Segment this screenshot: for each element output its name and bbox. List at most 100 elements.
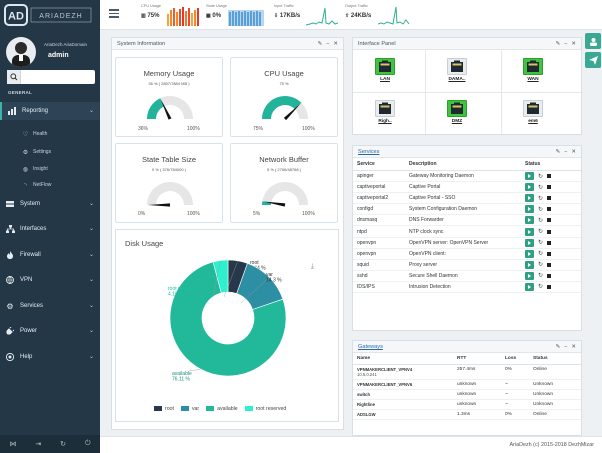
stop-icon[interactable] — [547, 196, 552, 201]
avatar[interactable] — [6, 37, 36, 67]
restart-icon[interactable]: ↻ — [538, 173, 544, 180]
sidebar-subitem-health[interactable]: ♡ Health — [0, 127, 100, 141]
sidebar-item-reporting[interactable]: Reporting ⌄ — [0, 102, 100, 120]
legend-item[interactable]: var — [180, 406, 199, 412]
sidebar-item-label: Interfaces — [20, 226, 47, 232]
stop-icon[interactable] — [547, 229, 552, 234]
interface-name[interactable]: DAMA.. — [448, 77, 466, 82]
stop-icon[interactable] — [547, 207, 552, 212]
edit-icon[interactable]: ✎ — [555, 40, 561, 47]
interface-port[interactable]: DAMA.. — [437, 58, 477, 82]
cpu-usage-widget[interactable]: CPU Usage ▥ 75% — [141, 4, 201, 26]
interface-name[interactable]: em6 — [528, 119, 538, 124]
minimize-icon[interactable]: − — [564, 343, 568, 350]
copyright-text: AriaDezh (c) 2015-2018 DezhMizar — [509, 442, 595, 448]
minimize-icon[interactable]: − — [564, 40, 568, 47]
restart-icon[interactable]: ↻ — [538, 251, 544, 258]
sidebar-subitem-insight[interactable]: ◍ Insight — [0, 162, 100, 176]
play-icon[interactable] — [525, 216, 534, 225]
sidebar-item-help[interactable]: Help ⌄ — [0, 348, 100, 366]
play-icon[interactable] — [525, 260, 534, 269]
panel-title[interactable]: Services — [358, 149, 380, 155]
output-traffic-widget[interactable]: Output Traffic ⇧ 24KB/s — [345, 4, 411, 26]
stop-icon[interactable] — [547, 273, 552, 278]
interface-name[interactable]: Righ.. — [378, 119, 392, 124]
restart-icon[interactable]: ↻ — [538, 262, 544, 269]
close-icon[interactable]: ✕ — [571, 40, 576, 47]
interface-name[interactable]: WAN — [527, 77, 539, 82]
legend-item[interactable]: root reserved — [244, 406, 286, 412]
download-icon[interactable]: ⤓ — [310, 263, 314, 270]
slice-leader-line — [240, 277, 270, 304]
menu-toggle-icon[interactable] — [109, 9, 119, 18]
sidebar-subitem-settings[interactable]: ⚙ Settings — [0, 145, 100, 159]
play-icon[interactable] — [525, 282, 534, 291]
gateway-status: Online — [529, 409, 581, 420]
stop-icon[interactable] — [547, 174, 552, 179]
panel-header: Gateways ✎ − ✕ — [353, 341, 581, 353]
play-icon[interactable] — [525, 238, 534, 247]
close-icon[interactable]: ✕ — [571, 148, 576, 155]
stop-icon[interactable] — [547, 251, 552, 256]
share-icon[interactable]: ⋈ — [9, 441, 17, 448]
stop-icon[interactable] — [547, 185, 552, 190]
minimize-icon[interactable]: − — [564, 148, 568, 155]
restart-icon[interactable]: ↻ — [538, 184, 544, 191]
interface-port[interactable]: DMZ — [437, 100, 477, 124]
edit-icon[interactable]: ✎ — [555, 148, 561, 155]
input-traffic-widget[interactable]: Input Traffic ⇩ 17KB/s — [274, 4, 338, 26]
power-icon[interactable]: ⏻ — [84, 440, 91, 447]
play-icon[interactable] — [525, 183, 534, 192]
restart-icon[interactable]: ↻ — [538, 273, 544, 280]
sidebar-item-system[interactable]: System ⌄ — [0, 195, 100, 213]
table-row: IDS/IPS Intrusion Detection ↻ — [353, 281, 581, 294]
restart-icon[interactable]: ↻ — [538, 217, 544, 224]
minimize-icon[interactable]: − — [326, 40, 330, 47]
restart-icon[interactable]: ↻ — [538, 240, 544, 247]
interface-port[interactable]: WAN — [513, 58, 553, 82]
state-usage-widget[interactable]: State Usage ▦ 0% — [206, 4, 266, 26]
gauge-needle — [160, 99, 172, 120]
logo-word: ARIADEZH — [39, 13, 82, 20]
legend-item[interactable]: root — [154, 406, 174, 412]
search-icon[interactable] — [7, 70, 21, 84]
restart-icon[interactable]: ↻ — [538, 195, 544, 202]
restart-icon[interactable]: ↻ — [538, 284, 544, 291]
refresh-icon[interactable]: ↻ — [60, 441, 67, 448]
interface-port[interactable]: em6 — [513, 100, 553, 124]
sidebar-item-services[interactable]: ⚙ Services ⌄ — [0, 297, 100, 315]
interface-port[interactable]: Righ.. — [365, 100, 405, 124]
interface-port[interactable]: LAN — [365, 58, 405, 82]
stop-icon[interactable] — [547, 262, 552, 267]
send-icon[interactable] — [585, 52, 601, 68]
sidebar-item-firewall[interactable]: Firewall ⌄ — [0, 246, 100, 264]
brand-logo[interactable]: AD ARIADEZH — [4, 4, 96, 26]
edit-icon[interactable]: ✎ — [317, 40, 323, 47]
sidebar-subitem-netflow[interactable]: ◝ NetFlow — [0, 178, 100, 192]
gateway-name-cell: switch — [353, 389, 453, 400]
edit-icon[interactable]: ✎ — [555, 343, 561, 350]
play-icon[interactable] — [525, 194, 534, 203]
restart-icon[interactable]: ↻ — [538, 229, 544, 236]
stop-icon[interactable] — [547, 218, 552, 223]
interface-name[interactable]: DMZ — [451, 119, 463, 124]
play-icon[interactable] — [525, 271, 534, 280]
play-icon[interactable] — [525, 227, 534, 236]
play-icon[interactable] — [525, 205, 534, 214]
play-icon[interactable] — [525, 249, 534, 258]
panel-title[interactable]: Gateways — [358, 344, 383, 350]
sidebar-item-vpn[interactable]: VPN ⌄ — [0, 271, 100, 289]
sidebar-search[interactable] — [7, 70, 95, 84]
restart-icon[interactable]: ↻ — [538, 206, 544, 213]
interface-name[interactable]: LAN — [380, 77, 390, 82]
logout-icon[interactable]: ⇥ — [35, 441, 42, 448]
play-icon[interactable] — [525, 172, 534, 181]
sidebar-item-power[interactable]: Power ⌄ — [0, 322, 100, 340]
user-icon[interactable] — [585, 33, 601, 49]
sidebar-item-interfaces[interactable]: Interfaces ⌄ — [0, 220, 100, 238]
close-icon[interactable]: ✕ — [571, 343, 576, 350]
stop-icon[interactable] — [547, 240, 552, 245]
stop-icon[interactable] — [547, 284, 552, 289]
close-icon[interactable]: ✕ — [333, 40, 338, 47]
legend-item[interactable]: available — [206, 406, 238, 412]
